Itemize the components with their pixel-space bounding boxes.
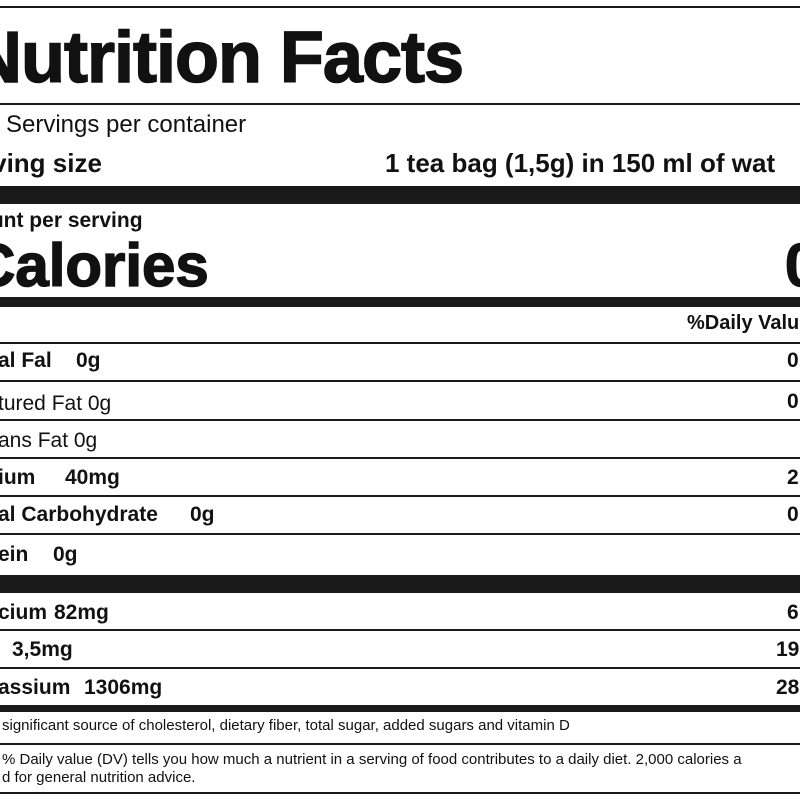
label-title: Nutrition Facts [0, 18, 465, 98]
row-rule [0, 667, 800, 669]
bottom-border [0, 792, 800, 794]
thick-divider-1 [0, 186, 800, 204]
nutrient-dv-total-carbohydrate: 0 [787, 503, 799, 526]
nutrient-dv-sodium: 2 [787, 466, 799, 489]
nutrient-name-total-fat: al Fal [0, 349, 52, 372]
mineral-dv-calcium: 6 [787, 601, 799, 624]
mineral-dv-potassium: 28 [776, 676, 800, 699]
nutrient-amount-total-carbohydrate: 0g [190, 503, 215, 526]
nutrient-name-sodium: ium [0, 466, 36, 489]
title-rule [0, 103, 800, 105]
row-rule [0, 380, 800, 382]
mineral-name-calcium: cium [0, 601, 48, 624]
mineral-amount-iron: 3,5mg [12, 638, 73, 661]
row-rule [0, 457, 800, 459]
mineral-name-potassium: assium [0, 676, 71, 699]
serving-size-label: rving size [0, 148, 102, 178]
row-rule [0, 419, 800, 421]
servings-per-container: Servings per container [6, 111, 247, 138]
calories-value: 0 [784, 235, 800, 297]
footnote-not-significant: significant source of cholesterol, dieta… [2, 717, 570, 734]
top-border [0, 6, 800, 8]
row-rule [0, 629, 800, 631]
daily-value-header: %Daily Valu [687, 312, 800, 334]
nutrient-amount-total-fat: 0g [76, 349, 101, 372]
row-rule [0, 533, 800, 535]
serving-size-value: 1 tea bag (1,5g) in 150 ml of wat [385, 148, 776, 178]
nutrient-amount-sodium: 40mg [65, 466, 120, 489]
footnote-daily-value-line-1: % Daily value (DV) tells you how much a … [2, 751, 742, 768]
nutrient-dv-saturated-fat: 0 [787, 390, 799, 413]
row-rule [0, 342, 800, 344]
thick-divider-2 [0, 297, 800, 307]
nutrient-name-trans-fat: ans Fat 0g [0, 429, 98, 452]
nutrient-name-total-carbohydrate: al Carbohydrate [0, 503, 158, 526]
footnote-rule [0, 743, 800, 745]
thick-divider-3 [0, 575, 800, 593]
mineral-amount-potassium: 1306mg [84, 676, 163, 699]
footnote-daily-value-line-2: d for general nutrition advice. [2, 769, 196, 786]
thick-divider-4 [0, 705, 800, 712]
row-rule [0, 495, 800, 497]
mineral-amount-calcium: 82mg [54, 601, 109, 624]
calories-label: Calories [0, 232, 210, 299]
nutrient-amount-protein: 0g [53, 543, 78, 566]
mineral-dv-iron: 19 [776, 638, 800, 661]
nutrient-name-protein: ein [0, 543, 29, 566]
nutrient-name-saturated-fat: tured Fat 0g [0, 392, 112, 415]
amount-per-serving: ount per serving [0, 209, 143, 232]
nutrient-dv-total-fat: 0 [787, 349, 799, 372]
